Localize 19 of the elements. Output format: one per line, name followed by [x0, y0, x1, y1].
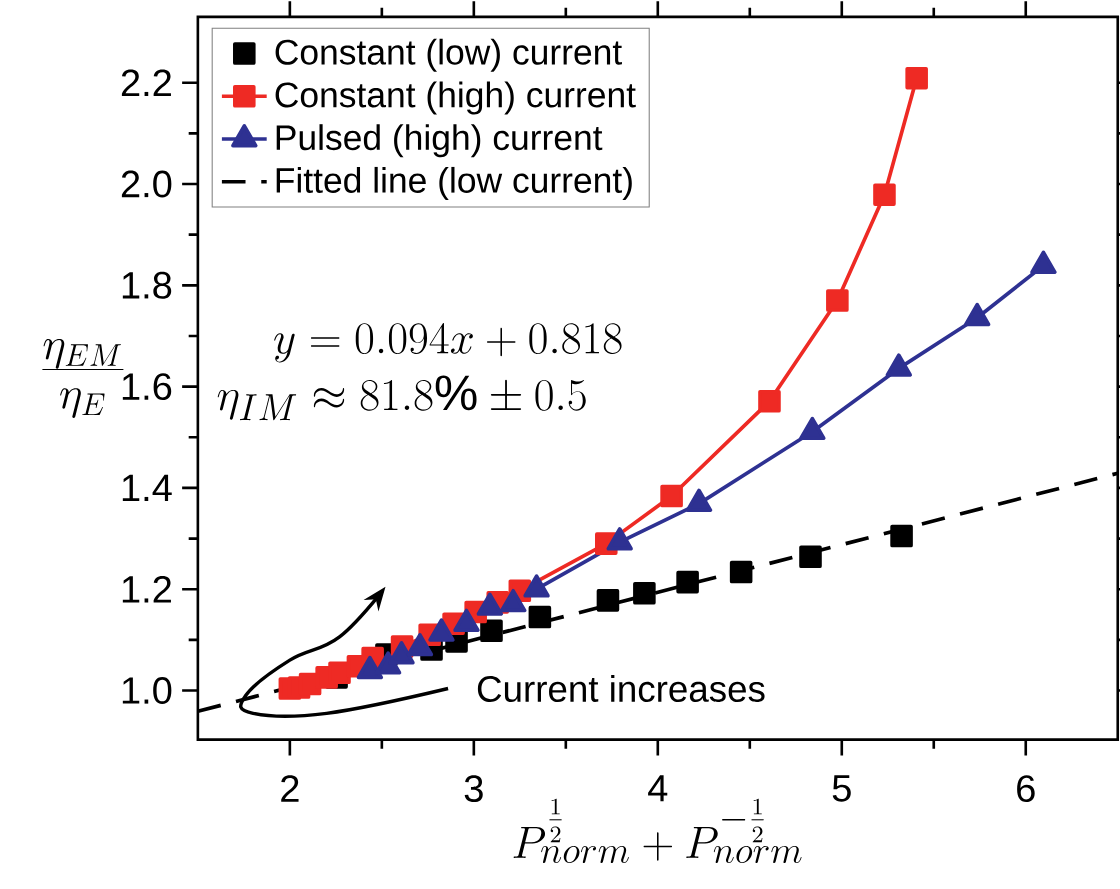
y-tick-label: 2.0 — [121, 170, 172, 198]
annotation: $y = 0.094x + 0.818$ — [274, 322, 622, 363]
x-tick-label: 5 — [832, 775, 851, 802]
y-axis-title: $\frac{\eta_{EM}}{\eta_E}$ — [42, 339, 124, 418]
y-tick-label: 1.2 — [122, 575, 171, 603]
legend-label: Constant (high) current — [275, 81, 636, 115]
legend-label: Pulsed (high) current — [276, 124, 603, 158]
legend-label: Constant (low) current — [275, 38, 622, 72]
y-tick-label: 2.2 — [121, 69, 171, 97]
legend-label: Fitted line (low current) — [276, 166, 632, 200]
annotation: Current increases — [477, 675, 765, 702]
x-tick-label: 3 — [464, 775, 483, 803]
y-tick-label: 1.8 — [122, 271, 172, 299]
y-tick-label: 1.4 — [122, 474, 172, 502]
x-tick-label: 2 — [281, 775, 299, 802]
annotation: $\eta_{IM} \approx 81.8\% \pm 0.5$ — [217, 375, 586, 421]
x-tick-label: 6 — [1017, 775, 1035, 803]
y-tick-label: 1.6 — [122, 373, 172, 401]
y-tick-label: 1.0 — [122, 677, 172, 704]
